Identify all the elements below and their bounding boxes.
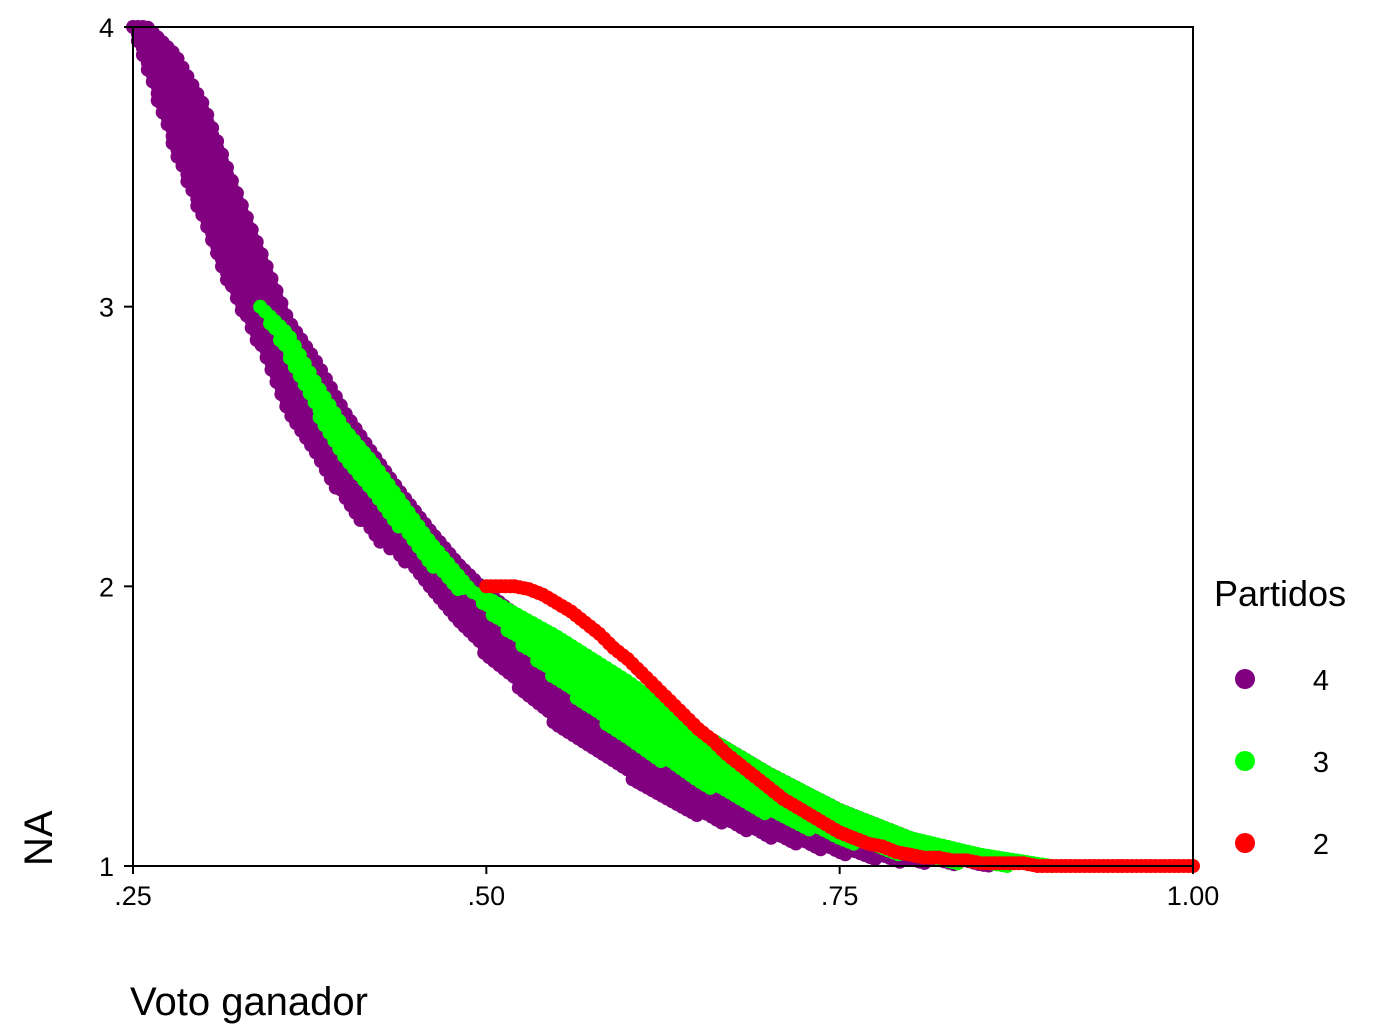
legend-marker [1235,751,1255,771]
y-tick-label: 3 [99,293,114,323]
y-tick-label: 2 [99,572,114,602]
legend-label: 3 [1313,747,1329,779]
legend: 4 3 2 [1235,665,1329,861]
axes: .25 .50 .75 1.00 1 2 3 4 [99,13,1219,911]
y-axis-title: NA [17,810,61,866]
legend-item: 4 [1235,665,1329,697]
legend-item: 2 [1235,829,1329,861]
legend-title: Partidos [1214,573,1346,614]
series-4 [126,20,1056,873]
legend-label: 4 [1313,665,1329,697]
legend-label: 2 [1313,829,1329,861]
x-axis-title: Voto ganador [130,980,368,1024]
legend-marker [1235,669,1255,689]
plot-area [126,20,1200,873]
x-tick-label: 1.00 [1167,881,1220,911]
series-3 [253,299,1059,873]
plot-frame [132,26,1194,867]
legend-item: 3 [1235,747,1329,779]
y-tick-label: 4 [99,13,114,43]
x-tick-label: .50 [468,881,506,911]
x-tick-label: .25 [114,881,152,911]
y-tick-label: 1 [99,852,114,882]
legend-marker [1235,833,1255,853]
x-tick-label: .75 [821,881,859,911]
